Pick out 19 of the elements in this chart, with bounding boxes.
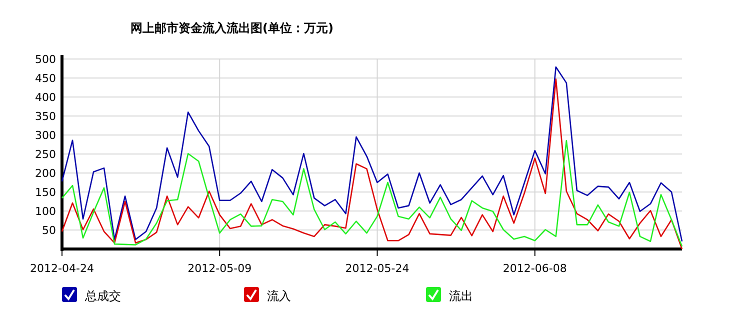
- legend-label: 流入: [267, 289, 291, 303]
- y-tick-label: 450: [35, 72, 56, 85]
- y-tick-label: 250: [35, 148, 56, 161]
- chart-title: 网上邮市资金流入流出图(单位：万元): [130, 21, 334, 35]
- y-tick-label: 200: [35, 167, 56, 180]
- legend-label: 流出: [449, 289, 473, 303]
- y-tick-label: 350: [35, 110, 56, 123]
- x-tick-label: 2012-05-09: [188, 262, 252, 275]
- y-tick-label: 300: [35, 129, 56, 142]
- line-series: [61, 140, 683, 247]
- y-tick-label: 50: [42, 224, 56, 237]
- y-tick-label: 150: [35, 186, 56, 199]
- y-tick-label: 400: [35, 91, 56, 104]
- y-tick-label: 100: [35, 205, 56, 218]
- legend-label: 总成交: [84, 289, 121, 303]
- y-tick-label: 500: [35, 53, 56, 66]
- x-tick-label: 2012-04-24: [30, 262, 94, 275]
- x-tick-label: 2012-05-24: [345, 262, 410, 275]
- x-tick-label: 2012-06-08: [502, 262, 567, 275]
